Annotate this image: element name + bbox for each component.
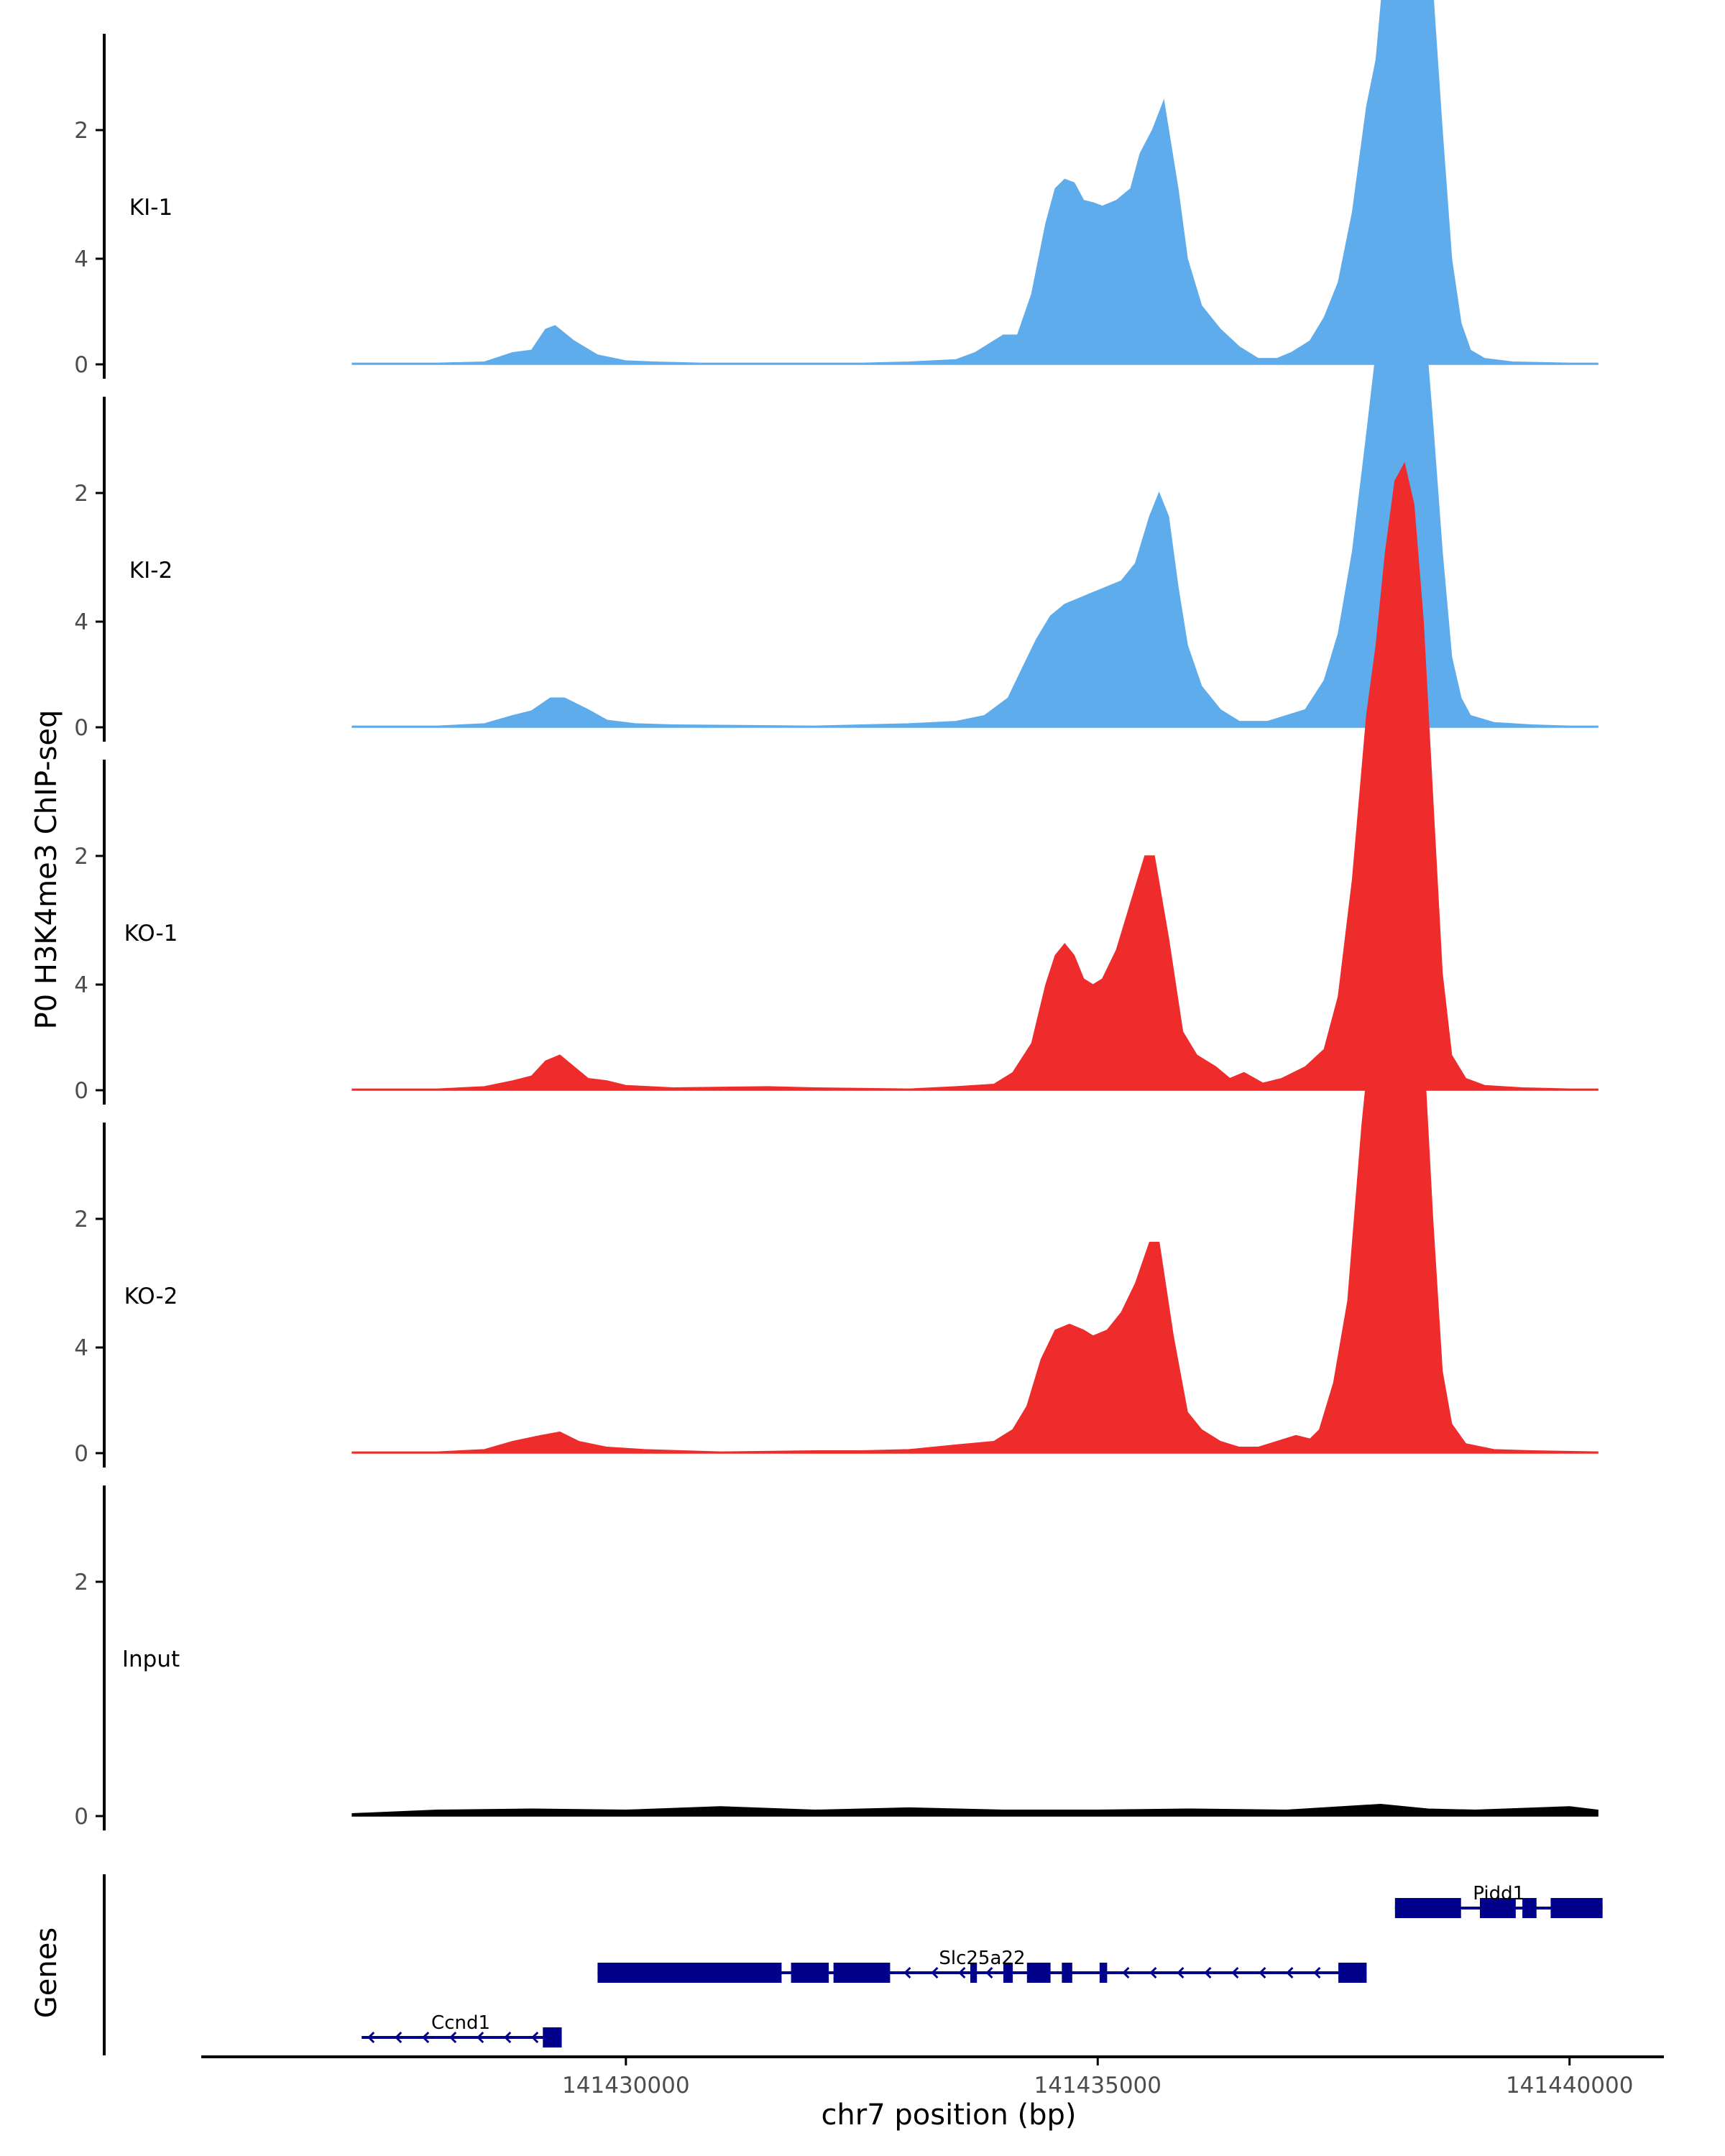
track-ki-2: 0 2 4 KI-2 bbox=[74, 229, 1598, 742]
genes-panel: Pidd1 Slc25a22 Ccnd1 bbox=[103, 1874, 1603, 2055]
exon bbox=[833, 1963, 891, 1983]
exon bbox=[1003, 1963, 1013, 1983]
y-tick-label: 2 bbox=[74, 481, 88, 507]
gene-ccnd1: Ccnd1 bbox=[362, 2012, 562, 2047]
genes-axis-label: Genes bbox=[30, 1927, 63, 2018]
exon bbox=[597, 1963, 782, 1983]
exon bbox=[1479, 1898, 1516, 1918]
track-label: KI-1 bbox=[129, 195, 172, 221]
track-label: KO-1 bbox=[124, 921, 178, 946]
strand-arrow bbox=[422, 2031, 430, 2044]
x-tick-label: 141435000 bbox=[1034, 2073, 1162, 2099]
gene-label: Ccnd1 bbox=[431, 2012, 490, 2034]
track-label: KI-2 bbox=[129, 558, 172, 584]
exon bbox=[1394, 1898, 1461, 1918]
coverage-area bbox=[351, 854, 1598, 1454]
y-tick-label: 0 bbox=[74, 1078, 88, 1104]
gene-label: Slc25a22 bbox=[939, 1948, 1025, 1969]
y-tick-label: 0 bbox=[74, 1804, 88, 1830]
gene-slc25a22: Slc25a22 bbox=[597, 1948, 1367, 1983]
y-tick-label: 2 bbox=[74, 844, 88, 870]
strand-arrow bbox=[1177, 1966, 1184, 1979]
strand-arrow bbox=[1259, 1966, 1266, 1979]
gene-pidd1: Pidd1 bbox=[1394, 1883, 1603, 1918]
exon bbox=[1550, 1898, 1603, 1918]
y-tick-label: 4 bbox=[74, 972, 88, 998]
track-ko-1: 0 2 4 KO-1 bbox=[74, 461, 1598, 1105]
track-label: KO-2 bbox=[124, 1284, 178, 1309]
exon bbox=[791, 1963, 829, 1983]
y-tick-label: 2 bbox=[74, 1570, 88, 1595]
coverage-area bbox=[351, 0, 1598, 365]
exon bbox=[1099, 1963, 1108, 1983]
coverage-area bbox=[351, 1803, 1598, 1817]
track-ki-1: 0 2 4 KI-1 bbox=[74, 0, 1598, 379]
y-tick-label: 0 bbox=[74, 715, 88, 741]
strand-arrow bbox=[958, 1966, 966, 1979]
strand-arrow bbox=[903, 1966, 911, 1979]
y-tick-label: 0 bbox=[74, 1441, 88, 1467]
strand-arrow bbox=[504, 2031, 512, 2044]
strand-arrow bbox=[1286, 1966, 1294, 1979]
track-ko-2: 0 2 4 KO-2 bbox=[74, 854, 1598, 1468]
track-label: Input bbox=[122, 1646, 180, 1672]
y-tick-label: 2 bbox=[74, 118, 88, 144]
track-input: 0 2 4 Input bbox=[74, 1335, 1598, 1830]
y-tick-label: 4 bbox=[74, 247, 88, 272]
coverage-area bbox=[351, 229, 1598, 728]
strand-arrow bbox=[985, 1966, 993, 1979]
x-tick-label: 141430000 bbox=[562, 2073, 690, 2099]
x-axis: 141430000 141435000 141440000 bbox=[201, 2055, 1664, 2099]
exon bbox=[1062, 1963, 1072, 1983]
y-tick-label: 0 bbox=[74, 352, 88, 378]
exon bbox=[970, 1963, 978, 1983]
exon bbox=[1338, 1963, 1367, 1983]
x-axis-label: chr7 position (bp) bbox=[821, 2099, 1076, 2132]
strand-arrow bbox=[1122, 1966, 1130, 1979]
y-axis-label: P0 H3K4me3 ChIP-seq bbox=[30, 710, 63, 1030]
gene-label: Pidd1 bbox=[1473, 1883, 1524, 1904]
strand-arrow bbox=[1313, 1966, 1321, 1979]
strand-arrow bbox=[1231, 1966, 1239, 1979]
exon bbox=[1026, 1963, 1051, 1983]
strand-arrow bbox=[931, 1966, 939, 1979]
exon bbox=[543, 2027, 562, 2047]
strand-arrow bbox=[531, 2031, 539, 2044]
exon bbox=[1522, 1898, 1537, 1918]
y-tick-label: 2 bbox=[74, 1207, 88, 1233]
y-tick-label: 4 bbox=[74, 1335, 88, 1361]
strand-arrow bbox=[1204, 1966, 1212, 1979]
strand-arrow bbox=[1149, 1966, 1157, 1979]
coverage-area bbox=[351, 461, 1598, 1091]
strand-arrow bbox=[367, 2031, 375, 2044]
y-tick-label: 4 bbox=[74, 609, 88, 635]
strand-arrow bbox=[477, 2031, 484, 2044]
x-tick-label: 141440000 bbox=[1506, 2073, 1634, 2099]
strand-arrow bbox=[449, 2031, 457, 2044]
strand-arrow bbox=[395, 2031, 402, 2044]
